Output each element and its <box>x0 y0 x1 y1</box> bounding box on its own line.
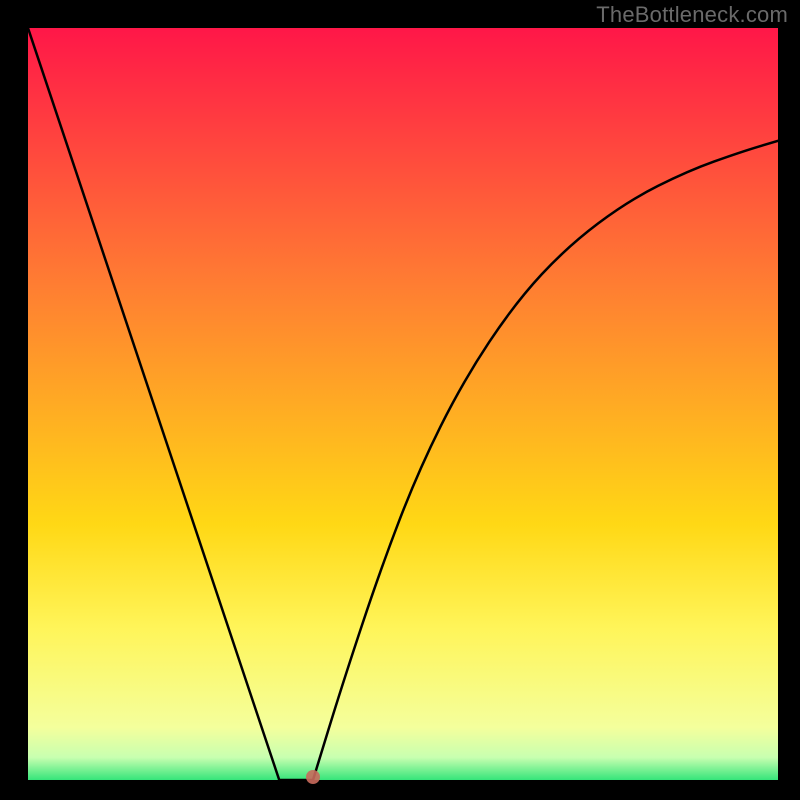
plot-area <box>28 28 778 780</box>
bottleneck-curve <box>28 28 778 780</box>
minimum-marker <box>306 770 320 784</box>
watermark-text: TheBottleneck.com <box>596 2 788 28</box>
